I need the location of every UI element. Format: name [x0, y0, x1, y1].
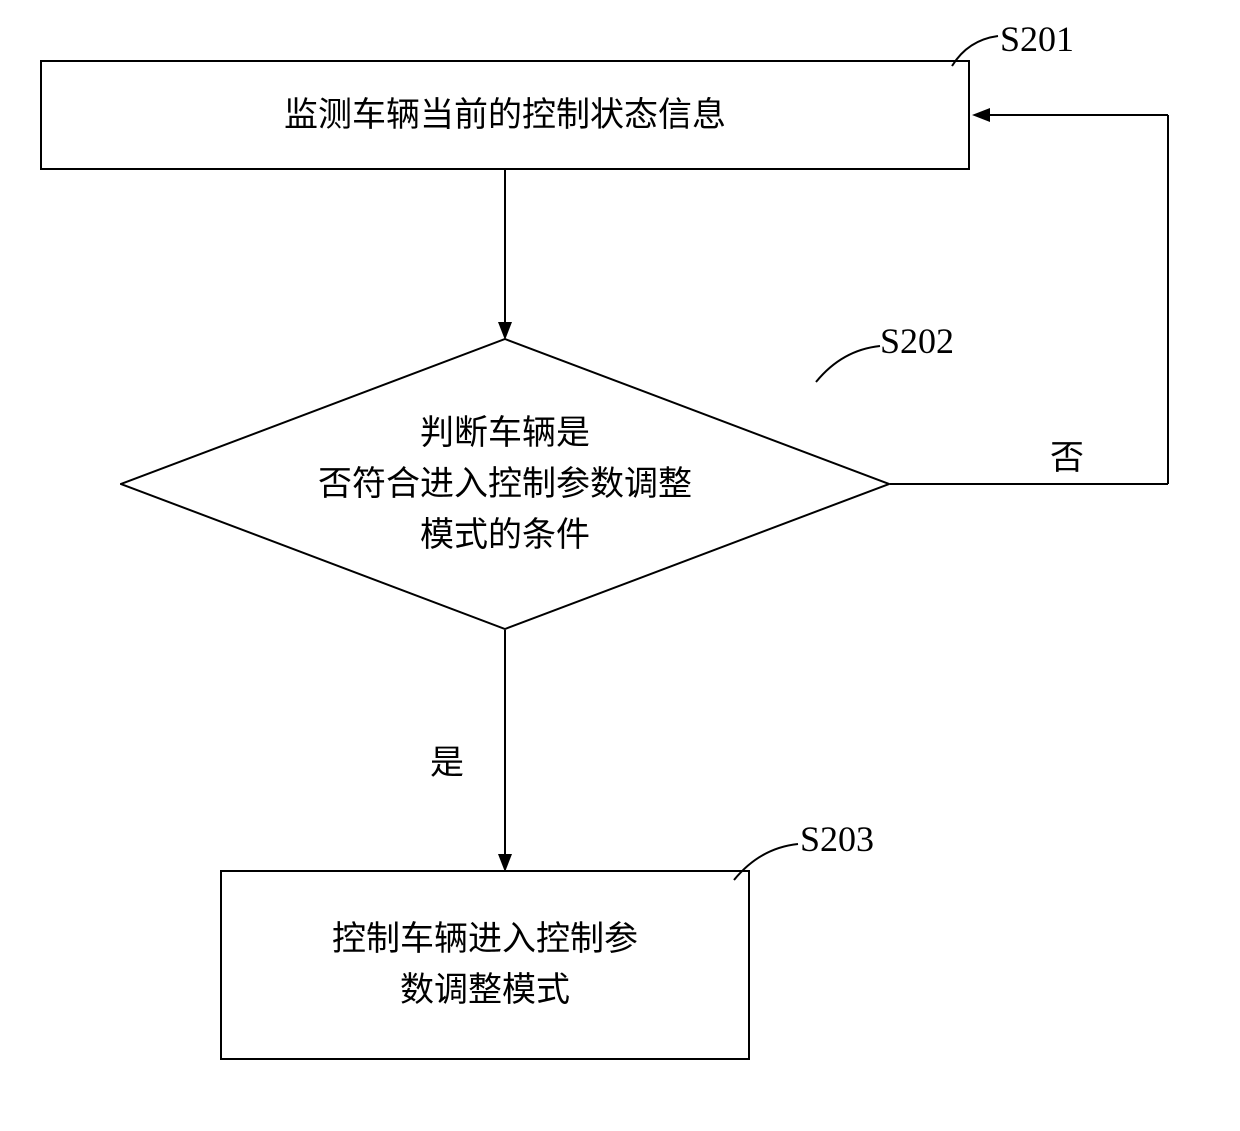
- node-s202-text: 判断车辆是 否符合进入控制参数调整 模式的条件: [120, 338, 890, 630]
- node-s201: 监测车辆当前的控制状态信息: [40, 60, 970, 170]
- callout-s203: [730, 838, 806, 884]
- node-s203-text: 控制车辆进入控制参 数调整模式: [312, 904, 658, 1026]
- s202-line3: 模式的条件: [420, 517, 590, 554]
- step-label-s203: S203: [800, 818, 874, 860]
- node-s203: 控制车辆进入控制参 数调整模式: [220, 870, 750, 1060]
- callout-s201: [948, 30, 1008, 70]
- edge-s201-s202: [495, 170, 515, 348]
- node-s202: 判断车辆是 否符合进入控制参数调整 模式的条件: [120, 338, 890, 630]
- callout-s202: [812, 340, 888, 386]
- edge-label-yes: 是: [430, 735, 464, 784]
- s202-line1: 判断车辆是: [420, 415, 590, 452]
- s203-line1: 控制车辆进入控制参: [332, 921, 638, 958]
- s202-line2: 否符合进入控制参数调整: [318, 466, 692, 503]
- node-s201-text: 监测车辆当前的控制状态信息: [264, 80, 746, 151]
- edge-s202-s203: [495, 630, 515, 880]
- step-label-s201: S201: [1000, 18, 1074, 60]
- flowchart-canvas: 监测车辆当前的控制状态信息 S201 判断车辆是 否符合进入控制参数调整 模式的…: [0, 0, 1240, 1131]
- edge-label-no: 否: [1050, 430, 1084, 479]
- s203-line2: 数调整模式: [400, 972, 570, 1009]
- edge-s202-s201: [888, 100, 1188, 495]
